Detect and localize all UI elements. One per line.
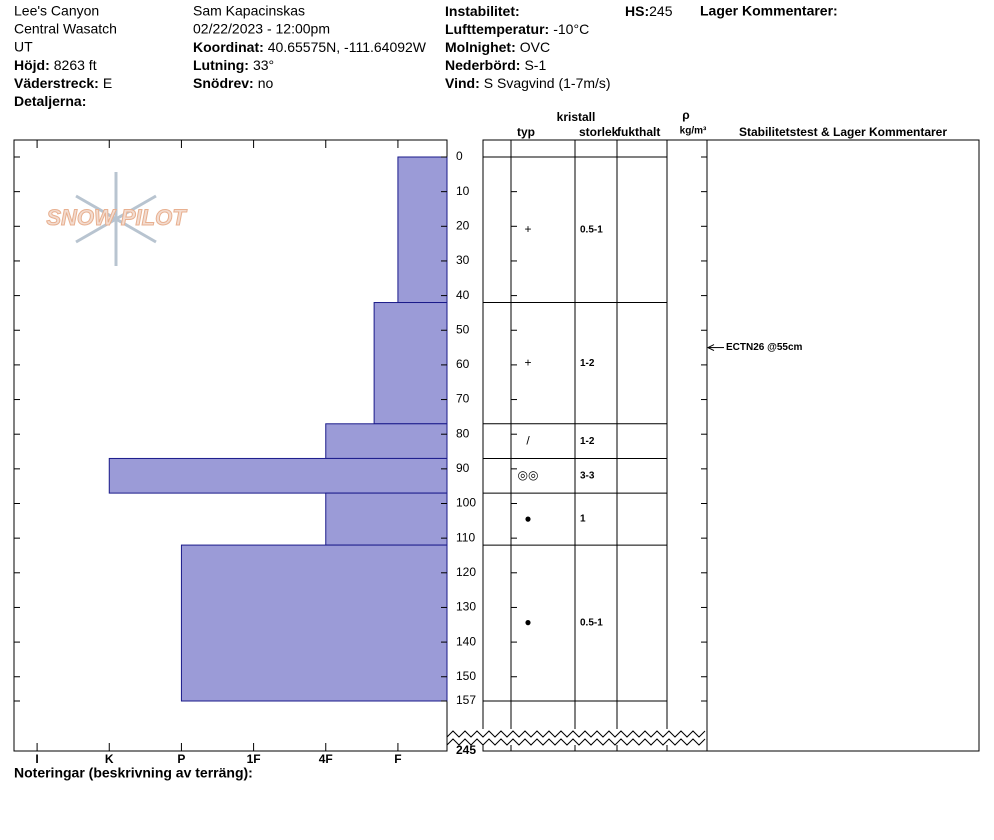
weather-field: Nederbörd: S-1 [445, 57, 546, 73]
site-line: UT [14, 39, 33, 55]
field-value: 245 [649, 3, 673, 19]
hardness-label: 4F [319, 752, 333, 766]
depth-label: 110 [456, 530, 475, 544]
site-field: Väderstreck: E [14, 75, 112, 91]
obs-field: Snödrev: no [193, 75, 273, 91]
depth-label: 10 [456, 184, 470, 198]
field-label: Väderstreck: [14, 75, 99, 91]
logo-text: SNOW PILOT [46, 205, 187, 230]
field-value: E [103, 75, 112, 91]
depth-label: 120 [456, 565, 476, 579]
grain-size: 1-2 [580, 436, 595, 447]
hardness-label: F [394, 752, 401, 766]
hardness-bar [180, 544, 448, 702]
col-header: kristall [557, 110, 596, 124]
grain-size: 3-3 [580, 470, 595, 481]
depth-label: 40 [456, 288, 470, 302]
logo [75, 172, 157, 266]
depth-label: 130 [456, 600, 476, 614]
col-header: ρ [682, 108, 689, 122]
field-value: 8263 ft [54, 57, 97, 73]
layer-comments-title: Lager Kommentarer: [700, 3, 838, 19]
hs-depth-label: 245 [456, 743, 476, 757]
break-zigzag [446, 729, 706, 746]
hardness-label: I [35, 752, 38, 766]
hardness-bar [325, 423, 448, 459]
hardness-bar [397, 156, 448, 304]
depth-label: 30 [456, 253, 470, 267]
field-label: Höjd: [14, 57, 50, 73]
hs: HS:245 [625, 3, 673, 19]
grain-size: 1-2 [580, 358, 595, 369]
grain-type: + [524, 222, 531, 236]
hardness-bar [325, 492, 448, 546]
hardness-label: K [105, 752, 114, 766]
field-label: Snödrev: [193, 75, 254, 91]
test-arrowhead [706, 344, 715, 352]
field-label: Koordinat: [193, 39, 264, 55]
field-value: S-1 [524, 57, 546, 73]
depth-label: 100 [456, 496, 476, 510]
hardness-bar [108, 457, 448, 494]
grain-type: ● [524, 615, 531, 629]
depth-label: 140 [456, 634, 476, 648]
field-value: OVC [520, 39, 550, 55]
observer: Sam Kapacinskas [193, 3, 305, 19]
hardness-label: 1F [247, 752, 261, 766]
site-field: Höjd: 8263 ft [14, 57, 97, 73]
site-line: Central Wasatch [14, 21, 117, 37]
grain-type: ◎◎ [518, 468, 539, 482]
col-header: fukthalt [617, 125, 660, 139]
field-label: Detaljerna: [14, 93, 86, 109]
depth-label: 70 [456, 392, 470, 406]
field-value: -10°C [553, 21, 589, 37]
hardness-bar [373, 302, 448, 425]
grain-size: 1 [580, 514, 586, 525]
footer: Noteringar (beskrivning av terräng): [14, 765, 253, 781]
grain-type: + [524, 355, 531, 369]
site-field: Detaljerna: [14, 93, 86, 109]
grain-size: 0.5-1 [580, 224, 603, 235]
grain-type: / [526, 433, 530, 447]
weather-field: Molnighet: OVC [445, 39, 550, 55]
field-label: Molnighet: [445, 39, 516, 55]
field-value: 33° [253, 57, 274, 73]
field-label: Lufttemperatur: [445, 21, 549, 37]
depth-label: 0 [456, 149, 463, 163]
site-line: Lee's Canyon [14, 3, 99, 19]
depth-label: 50 [456, 322, 470, 336]
weather-field: Instabilitet: [445, 3, 520, 19]
depth-label: 150 [456, 669, 476, 683]
col-header: Stabilitetstest & Lager Kommentarer [739, 125, 947, 139]
depth-label: 157 [456, 693, 476, 707]
table-frame [482, 139, 980, 752]
col-header: kg/m³ [680, 126, 707, 137]
field-label: HS: [625, 3, 649, 19]
depth-label: 60 [456, 357, 470, 371]
datetime: 02/22/2023 - 12:00pm [193, 21, 330, 37]
obs-field: Lutning: 33° [193, 57, 274, 73]
field-label: Vind: [445, 75, 480, 91]
col-header: storlek [579, 125, 619, 139]
depth-label: 90 [456, 461, 470, 475]
weather-field: Vind: S Svagvind (1-7m/s) [445, 75, 611, 91]
field-value: no [258, 75, 274, 91]
table-columns [510, 140, 708, 751]
field-label: Nederbörd: [445, 57, 520, 73]
obs-field: Koordinat: 40.65575N, -111.64092W [193, 39, 427, 55]
col-header: typ [517, 125, 535, 139]
field-value: S Svagvind (1-7m/s) [484, 75, 611, 91]
field-label: Lutning: [193, 57, 249, 73]
depth-label: 80 [456, 426, 470, 440]
hardness-label: P [177, 752, 185, 766]
depth-label: 20 [456, 218, 470, 232]
grain-size: 0.5-1 [580, 618, 603, 629]
weather-field: Lufttemperatur: -10°C [445, 21, 589, 37]
test-label: ECTN26 @55cm [726, 342, 803, 353]
grain-type: ● [524, 511, 531, 525]
field-label: Instabilitet: [445, 3, 520, 19]
field-value: 40.65575N, -111.64092W [268, 39, 427, 55]
